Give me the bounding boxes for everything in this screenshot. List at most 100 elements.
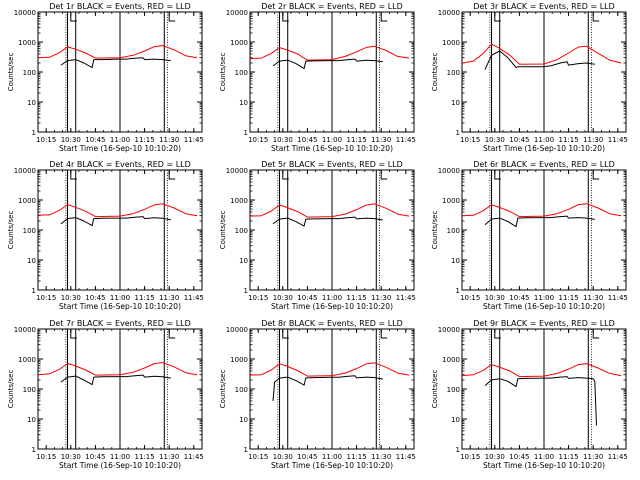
y-tick-label: 10000: [14, 167, 36, 175]
x-tick-label: 10:15: [248, 453, 268, 461]
y-tick-label: 1000: [230, 39, 248, 47]
series-line-black: [484, 50, 595, 70]
y-axis-label: Counts/sec: [219, 370, 227, 409]
x-tick-label: 10:45: [509, 136, 529, 144]
y-tick-label: 10: [451, 416, 460, 424]
chart-title: Det 4r BLACK = Events, RED = LLD: [49, 160, 191, 169]
series-line-red: [37, 45, 198, 59]
marker-bracket: [282, 13, 289, 22]
x-tick-label: 11:15: [559, 453, 579, 461]
y-axis-label: Counts/sec: [219, 53, 227, 92]
y-tick-label: 10: [451, 257, 460, 265]
x-tick-label: 11:45: [184, 453, 204, 461]
marker-bracket: [168, 330, 176, 339]
x-tick-label: 11:00: [534, 294, 554, 302]
x-tick-label: 11:00: [322, 136, 342, 144]
y-tick-label: 10000: [226, 167, 248, 175]
y-tick-label: 10: [451, 99, 460, 107]
series-line-red: [461, 363, 622, 378]
x-tick-label: 10:45: [297, 136, 317, 144]
x-tick-label: 10:15: [248, 294, 268, 302]
x-tick-label: 10:15: [36, 453, 56, 461]
x-tick-label: 11:45: [396, 294, 416, 302]
x-tick-label: 11:15: [559, 294, 579, 302]
x-tick-label: 11:30: [371, 294, 391, 302]
chart-panel-6: Det 6r BLACK = Events, RED = LLD 1 10 100 10…: [431, 160, 628, 311]
chart-panel-9: Det 9r BLACK = Events, RED = LLD 1 10 100 10…: [431, 319, 628, 470]
series-line-black: [60, 57, 171, 69]
series-line-black: [272, 58, 383, 70]
chart-title: Det 8r BLACK = Events, RED = LLD: [261, 319, 403, 328]
y-tick-label: 1000: [442, 39, 460, 47]
y-tick-label: 10: [27, 99, 36, 107]
y-tick-label: 1000: [230, 197, 248, 205]
series-line-red: [461, 203, 622, 218]
x-tick-label: 11:15: [559, 136, 579, 144]
y-axis-label: Counts/sec: [7, 211, 15, 250]
x-tick-label: 11:00: [110, 453, 130, 461]
series-line-black: [60, 374, 171, 386]
x-axis-label: Start Time (16-Sep-10 10:10:20): [59, 144, 181, 153]
y-axis-label: Counts/sec: [431, 53, 439, 92]
y-tick-label: 10000: [14, 9, 36, 17]
y-axis-label: Counts/sec: [219, 211, 227, 250]
y-tick-label: 1: [244, 287, 248, 295]
x-tick-label: 11:30: [583, 453, 603, 461]
marker-bracket: [380, 171, 388, 180]
series-line-black: [484, 376, 597, 426]
series-line-red: [37, 362, 198, 376]
marker-bracket: [168, 13, 176, 22]
chart-panel-5: Det 5r BLACK = Events, RED = LLD 1 10 100 10…: [219, 160, 416, 311]
chart-title: Det 2r BLACK = Events, RED = LLD: [261, 2, 403, 11]
marker-bracket: [380, 330, 388, 339]
x-tick-label: 11:00: [322, 294, 342, 302]
x-axis-label: Start Time (16-Sep-10 10:10:20): [483, 461, 605, 470]
x-tick-label: 11:00: [110, 294, 130, 302]
x-tick-label: 11:45: [608, 294, 628, 302]
y-tick-label: 1: [32, 129, 36, 137]
y-tick-label: 10000: [438, 167, 460, 175]
marker-bracket: [494, 13, 501, 22]
y-axis-label: Counts/sec: [7, 53, 15, 92]
x-tick-label: 10:30: [485, 136, 505, 144]
x-tick-label: 10:30: [273, 294, 293, 302]
y-tick-label: 10: [239, 257, 248, 265]
chart-title: Det 3r BLACK = Events, RED = LLD: [473, 2, 615, 11]
series-line-red: [249, 203, 410, 218]
x-axis-label: Start Time (16-Sep-10 10:10:20): [59, 461, 181, 470]
y-tick-label: 1000: [442, 356, 460, 364]
x-tick-label: 11:45: [608, 453, 628, 461]
marker-bracket: [592, 330, 600, 339]
x-tick-label: 10:45: [85, 453, 105, 461]
x-axis-label: Start Time (16-Sep-10 10:10:20): [59, 302, 181, 311]
y-tick-label: 1: [244, 446, 248, 454]
x-axis-label: Start Time (16-Sep-10 10:10:20): [271, 144, 393, 153]
x-tick-label: 11:15: [347, 294, 367, 302]
x-axis-label: Start Time (16-Sep-10 10:10:20): [483, 302, 605, 311]
y-tick-label: 10: [27, 416, 36, 424]
series-line-red: [37, 203, 198, 218]
x-tick-label: 11:30: [583, 294, 603, 302]
series-line-black: [60, 216, 171, 227]
x-tick-label: 11:00: [534, 136, 554, 144]
x-tick-label: 10:15: [460, 136, 480, 144]
chart-panel-2: Det 2r BLACK = Events, RED = LLD 1 10 100 10…: [219, 2, 416, 153]
chart-title: Det 7r BLACK = Events, RED = LLD: [49, 319, 191, 328]
x-tick-label: 10:30: [61, 294, 81, 302]
y-tick-label: 1000: [18, 356, 36, 364]
x-tick-label: 10:30: [273, 136, 293, 144]
y-tick-label: 100: [23, 227, 36, 235]
y-tick-label: 1000: [442, 197, 460, 205]
x-tick-label: 11:00: [110, 136, 130, 144]
x-tick-label: 10:45: [85, 136, 105, 144]
x-tick-label: 11:45: [396, 453, 416, 461]
x-tick-label: 11:15: [135, 294, 155, 302]
y-tick-label: 1: [244, 129, 248, 137]
x-tick-label: 11:30: [159, 294, 179, 302]
x-axis-label: Start Time (16-Sep-10 10:10:20): [483, 144, 605, 153]
x-tick-label: 10:45: [509, 294, 529, 302]
series-line-black: [272, 216, 383, 227]
y-tick-label: 100: [447, 69, 460, 77]
chart-title: Det 9r BLACK = Events, RED = LLD: [473, 319, 615, 328]
